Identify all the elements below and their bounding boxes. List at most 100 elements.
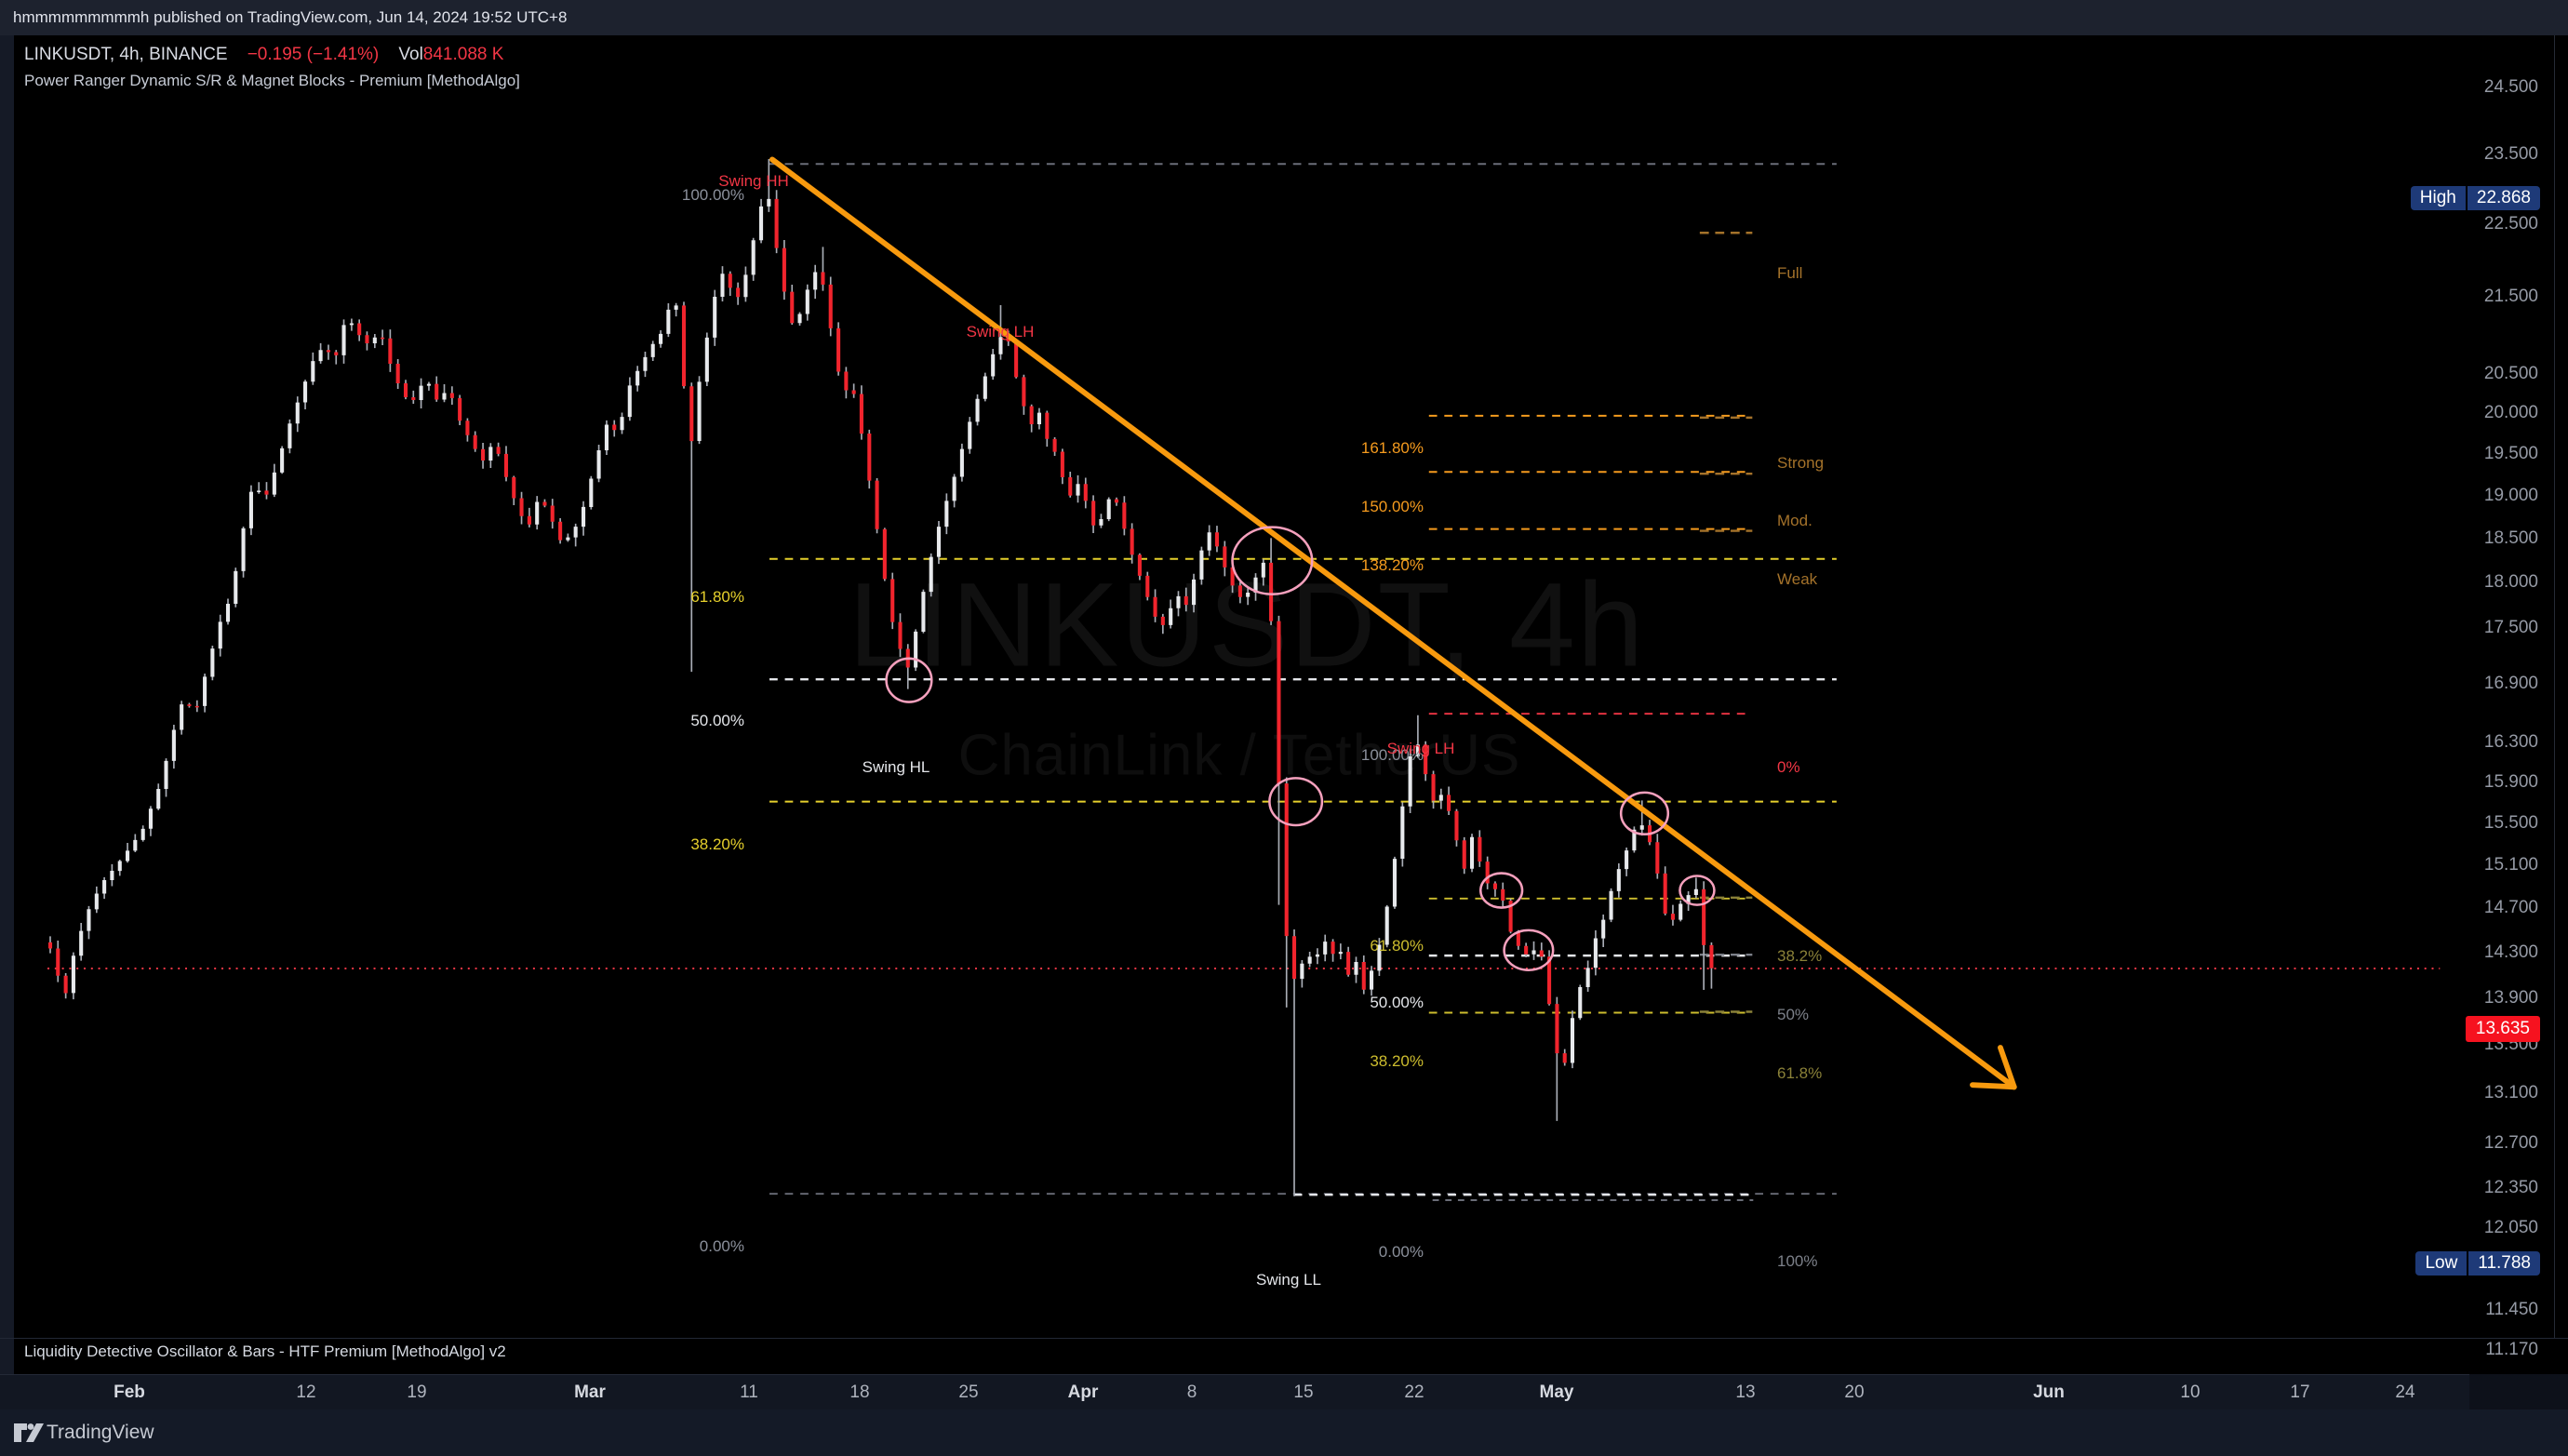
time-axis[interactable]: Feb 12 19 Mar 11 18 25 Apr 8 15 22 May 13 20 Jun 10 17 24: [0, 1374, 2568, 1409]
fib-level-label: 38.20%: [1370, 1052, 1424, 1070]
time-tick: May: [1539, 1383, 1574, 1402]
price-tick: 18.500: [2483, 528, 2538, 548]
price-tick: 14.700: [2483, 898, 2538, 918]
strength-level-label: 0%: [1777, 758, 1800, 776]
strength-level-label: 38.2%: [1777, 947, 1823, 965]
strength-level-label: 100%: [1777, 1252, 1818, 1270]
price-tick: 19.000: [2483, 485, 2538, 505]
price-tick: 21.500: [2483, 287, 2538, 307]
highlight-circle[interactable]: [1679, 875, 1716, 906]
strength-level-label: 50%: [1777, 1006, 1810, 1023]
symbol-title[interactable]: LINKUSDT, 4h, BINANCE: [24, 45, 228, 64]
tradingview-logo-icon[interactable]: [13, 1421, 45, 1445]
strength-level-label: 61.8%: [1777, 1064, 1823, 1082]
strength-level-label: Weak: [1777, 570, 1818, 588]
price-tick: 12.350: [2483, 1178, 2538, 1198]
oscillator-pane-title[interactable]: Liquidity Detective Oscillator & Bars - …: [24, 1342, 506, 1360]
highlight-circle[interactable]: [1479, 872, 1524, 909]
tradingview-brand-text[interactable]: TradingView: [47, 1422, 154, 1443]
fib-level-label: 138.20%: [1360, 556, 1424, 574]
fib-level-label: 0.00%: [699, 1237, 744, 1255]
price-axis[interactable]: 24.500 23.500 22.500 21.500 20.500 20.000 19.5…: [2410, 35, 2568, 1359]
axis-right-border: [2554, 35, 2555, 1338]
price-tick: 20.000: [2483, 403, 2538, 423]
arrow-head: [1998, 1045, 2017, 1090]
fib-level-label: 100.00%: [681, 186, 744, 204]
price-change: −0.195 (−1.41%): [247, 45, 380, 64]
strength-level-label: Full: [1777, 264, 1803, 282]
fib-level-label: 50.00%: [1370, 994, 1424, 1011]
price-tick: 18.000: [2483, 572, 2538, 593]
low-badge-value: 11.788: [2468, 1250, 2540, 1276]
fib-level-label: 150.00%: [1360, 498, 1424, 515]
time-tick: 13: [1735, 1383, 1756, 1402]
time-tick: 20: [1844, 1383, 1865, 1402]
price-tick: 24.500: [2483, 76, 2538, 97]
price-tick: 15.500: [2483, 812, 2538, 833]
pane-separator[interactable]: [0, 1338, 2568, 1339]
price-tick: 16.300: [2483, 731, 2538, 752]
fib-level-label: 161.80%: [1360, 439, 1424, 457]
time-tick: Feb: [114, 1383, 145, 1402]
highlight-circle[interactable]: [1503, 928, 1555, 971]
price-tick: 13.900: [2483, 987, 2538, 1008]
volume-value: 841.088 K: [422, 45, 504, 64]
time-tick: 19: [407, 1383, 427, 1402]
highlight-circle[interactable]: [1231, 526, 1314, 595]
price-tick: 11.450: [2485, 1300, 2538, 1319]
time-tick: 25: [958, 1383, 979, 1402]
time-tick: 8: [1186, 1383, 1197, 1402]
indicator-title[interactable]: Power Ranger Dynamic S/R & Magnet Blocks…: [24, 72, 520, 89]
swing-point-label: Swing HH: [718, 172, 789, 190]
highlight-circle[interactable]: [1619, 791, 1670, 835]
footer-bar: TradingView: [0, 1409, 2568, 1456]
attribution-bar: hmmmmmmmmmh published on TradingView.com…: [0, 0, 2568, 35]
time-tick: 22: [1404, 1383, 1424, 1402]
low-badge: Low 11.788: [2415, 1250, 2540, 1276]
volume-label: Vol: [398, 45, 423, 64]
price-tick: 16.900: [2483, 674, 2538, 694]
time-tick: 18: [849, 1383, 870, 1402]
arrow-head: [1970, 1082, 2017, 1090]
strength-level-label: Mod.: [1777, 512, 1812, 529]
price-tick: 15.100: [2483, 854, 2538, 875]
time-tick: 10: [2180, 1383, 2200, 1402]
highlight-circle[interactable]: [1268, 777, 1324, 827]
strength-level-label: Strong: [1777, 454, 1825, 472]
highlight-circle[interactable]: [885, 657, 933, 703]
time-tick: 17: [2290, 1383, 2310, 1402]
price-tick: 23.500: [2483, 143, 2538, 164]
high-badge-value: 22.868: [2467, 185, 2540, 210]
symbol-row: LINKUSDT, 4h, BINANCE −0.195 (−1.41%) Vo…: [24, 45, 520, 65]
candles-up: [71, 198, 1698, 1063]
time-axis-corner: [2469, 1374, 2568, 1409]
last-price-badge: 13.635: [2465, 1016, 2540, 1043]
time-tick: 15: [1293, 1383, 1314, 1402]
downtrend-arrow-line[interactable]: [769, 156, 2017, 1090]
swing-point-label: Swing LH: [966, 323, 1035, 341]
candles-down: [47, 198, 1714, 1063]
fib-level-label: 0.00%: [1378, 1243, 1424, 1261]
high-badge-label: High: [2410, 185, 2466, 210]
price-tick: 11.170: [2485, 1339, 2538, 1359]
chart-panel[interactable]: [0, 35, 2568, 1338]
time-tick: Apr: [1067, 1383, 1099, 1402]
fib-level-label: 100.00%: [1360, 746, 1424, 764]
price-tick: 15.900: [2483, 771, 2538, 792]
fib-level-label: 38.20%: [690, 835, 744, 853]
swing-point-label: Swing LH: [1386, 740, 1455, 757]
price-tick: 20.500: [2483, 363, 2538, 383]
panel-left-margin: [0, 35, 14, 1409]
time-tick: Mar: [574, 1383, 606, 1402]
legend: LINKUSDT, 4h, BINANCE −0.195 (−1.41%) Vo…: [24, 45, 520, 90]
fib-level-label: 50.00%: [690, 712, 744, 729]
price-tick: 12.700: [2483, 1132, 2538, 1153]
price-tick: 17.500: [2483, 617, 2538, 637]
high-badge: High 22.868: [2410, 185, 2540, 210]
attribution-text: hmmmmmmmmmh published on TradingView.com…: [13, 8, 568, 26]
chart-canvas[interactable]: [0, 35, 2568, 1338]
price-tick: 22.500: [2483, 213, 2538, 234]
price-tick: 14.300: [2483, 942, 2538, 962]
price-tick: 13.100: [2483, 1083, 2538, 1103]
swing-point-label: Swing HL: [862, 758, 930, 776]
